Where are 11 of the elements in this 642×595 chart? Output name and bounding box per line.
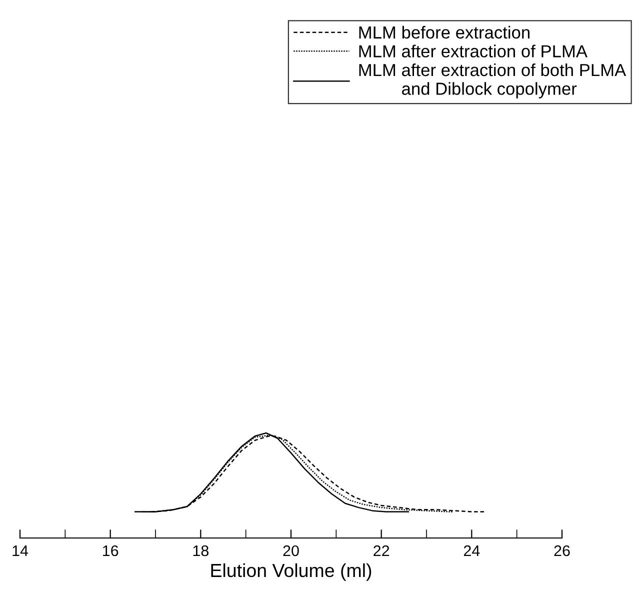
x-tick-label: 24 xyxy=(464,545,480,556)
x-tick-label: 18 xyxy=(193,545,208,556)
legend-label: MLM after extraction of PLMA xyxy=(359,44,588,58)
x-tick-label: 26 xyxy=(554,545,570,556)
legend-label: MLM before extraction xyxy=(359,26,530,39)
x-tick-label: 20 xyxy=(283,545,299,556)
x-tick-label: 16 xyxy=(103,545,118,556)
legend-label: MLM after extraction of both PLMA and Diblock copolymer xyxy=(359,63,626,98)
x-axis-title: Elution Volume (ml) xyxy=(211,563,372,581)
x-tick-label: 14 xyxy=(12,546,28,556)
x-tick-label: 22 xyxy=(374,545,390,556)
